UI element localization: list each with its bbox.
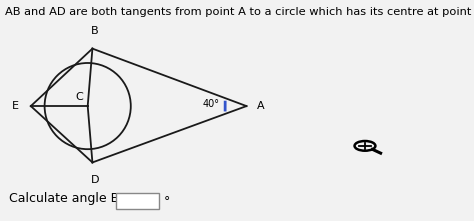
FancyBboxPatch shape [116,193,159,209]
Text: Calculate angle E.: Calculate angle E. [9,192,123,205]
Text: 40°: 40° [202,99,219,109]
Text: C: C [75,92,83,102]
Text: B: B [91,27,99,36]
Text: °: ° [164,195,170,208]
Text: D: D [91,175,99,185]
Text: A: A [257,101,264,111]
Text: E: E [12,101,19,111]
Text: AB and AD are both tangents from point A to a circle which has its centre at poi: AB and AD are both tangents from point A… [5,7,474,17]
